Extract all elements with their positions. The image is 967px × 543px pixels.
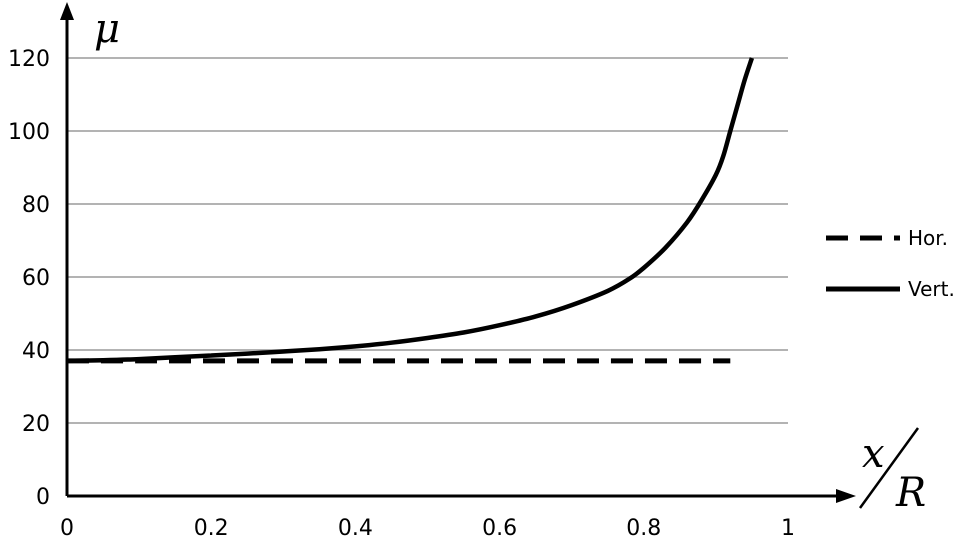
series-line-vert	[66, 57, 755, 364]
legend-item: Vert.	[826, 277, 955, 301]
y-tick-label: 100	[8, 120, 50, 145]
y-axis-label: μ	[94, 6, 120, 52]
x-tick-label: 0.4	[338, 516, 373, 541]
y-tick-label: 40	[22, 339, 50, 364]
x-tick-label: 0.8	[626, 516, 661, 541]
y-tick-label: 80	[22, 193, 50, 218]
x-tick-label: 0.2	[194, 516, 229, 541]
x-tick-label: 0	[60, 516, 74, 541]
x-tick-label: 0.6	[482, 516, 517, 541]
legend-label: Vert.	[908, 277, 955, 301]
y-tick-label: 0	[36, 485, 50, 510]
legend-item: Hor.	[826, 226, 948, 250]
x-tick-label: 1	[781, 516, 795, 541]
x-axis-label-fraction-bar	[858, 427, 920, 509]
x-axis-arrow	[836, 489, 856, 503]
x-tick-labels: 0 0.2 0.4 0.6 0.8 1	[60, 516, 795, 541]
legend: Hor. Vert.	[826, 226, 955, 301]
y-tick-label: 120	[8, 47, 50, 72]
x-axis-label-denominator: R	[895, 470, 926, 516]
y-tick-label: 60	[22, 266, 50, 291]
legend-label: Hor.	[908, 226, 948, 250]
y-axis-arrow	[60, 2, 74, 20]
x-axis-label-numerator: x	[862, 431, 885, 477]
axes	[60, 2, 856, 503]
y-tick-labels: 0 20 40 60 80 100 120	[8, 47, 50, 510]
gridlines	[67, 57, 788, 424]
x-axis-label: x R	[858, 427, 926, 516]
series-layer	[66, 57, 755, 364]
y-tick-label: 20	[22, 412, 50, 437]
